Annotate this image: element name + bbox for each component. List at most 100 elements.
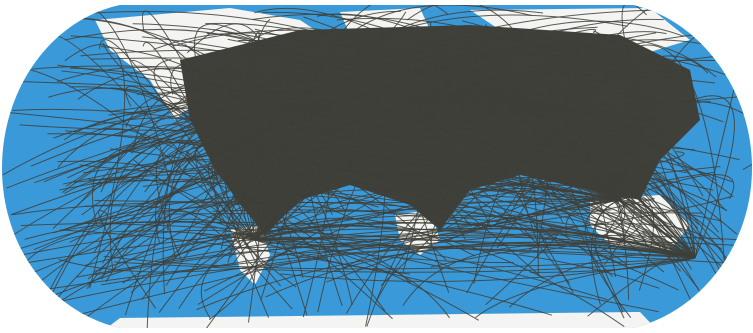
- route: [621, 5, 696, 259]
- route: [559, 55, 684, 111]
- route: [24, 220, 608, 301]
- route: [630, 44, 728, 307]
- route: [184, 79, 304, 111]
- route: [167, 210, 293, 310]
- route: [146, 100, 301, 328]
- route: [398, 257, 659, 313]
- route: [366, 109, 561, 327]
- route: [430, 150, 489, 188]
- route: [196, 244, 696, 311]
- route: [80, 49, 561, 111]
- route: [192, 127, 733, 183]
- route: [2, 87, 561, 176]
- route: [346, 101, 664, 314]
- route: [94, 236, 696, 276]
- route: [57, 64, 621, 201]
- route: [197, 109, 561, 306]
- route: [229, 33, 519, 151]
- route: [252, 13, 621, 201]
- route: [254, 239, 451, 319]
- route: [254, 39, 730, 241]
- route: [299, 5, 448, 111]
- route: [94, 222, 696, 272]
- route: [250, 44, 561, 111]
- route: [493, 206, 613, 278]
- route: [419, 88, 746, 290]
- route: [336, 17, 696, 259]
- route: [419, 99, 556, 195]
- route: [473, 108, 594, 284]
- route: [254, 236, 412, 284]
- route: [410, 100, 621, 201]
- route: [602, 168, 646, 242]
- route: [177, 59, 288, 254]
- route: [376, 109, 561, 301]
- route: [384, 130, 638, 156]
- route: [402, 243, 696, 307]
- route: [512, 155, 621, 201]
- route: [85, 202, 696, 259]
- route: [419, 69, 665, 152]
- route: [380, 113, 594, 286]
- route: [77, 45, 294, 206]
- route: [65, 130, 696, 259]
- route: [193, 23, 262, 151]
- route: [448, 180, 622, 241]
- route: [141, 145, 410, 301]
- route: [76, 244, 660, 289]
- route: [443, 101, 712, 231]
- route: [229, 26, 598, 151]
- route: [47, 133, 679, 291]
- flight-routes: [2, 5, 752, 328]
- route: [229, 149, 723, 222]
- route: [682, 95, 735, 259]
- route: [165, 94, 561, 286]
- route: [496, 101, 752, 175]
- route: [169, 105, 696, 259]
- route: [162, 96, 301, 295]
- route: [32, 65, 561, 111]
- route: [229, 64, 662, 151]
- route: [292, 59, 363, 202]
- route: [316, 13, 561, 111]
- route: [461, 20, 672, 97]
- route: [204, 93, 255, 151]
- route: [248, 35, 630, 93]
- route: [229, 246, 696, 259]
- route: [450, 28, 597, 69]
- route: [299, 194, 604, 257]
- route: [477, 34, 717, 78]
- route: [210, 87, 312, 192]
- route: [603, 199, 635, 265]
- route: [303, 16, 561, 111]
- route: [419, 86, 678, 245]
- route: [64, 44, 126, 289]
- route: [208, 149, 281, 287]
- route: [23, 212, 703, 264]
- route: [81, 133, 232, 216]
- route: [424, 63, 685, 107]
- route: [402, 119, 696, 259]
- route: [519, 199, 626, 255]
- route: [415, 103, 723, 268]
- route: [6, 90, 561, 189]
- route: [172, 29, 539, 69]
- route: [254, 28, 316, 44]
- route: [515, 171, 725, 243]
- route: [357, 57, 425, 273]
- route: [419, 76, 567, 153]
- route: [53, 117, 447, 261]
- antarctica: [100, 312, 660, 328]
- route: [224, 149, 353, 249]
- route: [53, 194, 480, 234]
- route: [227, 38, 421, 101]
- route: [125, 89, 340, 136]
- route: [97, 127, 393, 320]
- route: [508, 254, 696, 308]
- route: [536, 106, 573, 258]
- route: [109, 87, 455, 214]
- route: [69, 56, 614, 243]
- route: [92, 141, 231, 225]
